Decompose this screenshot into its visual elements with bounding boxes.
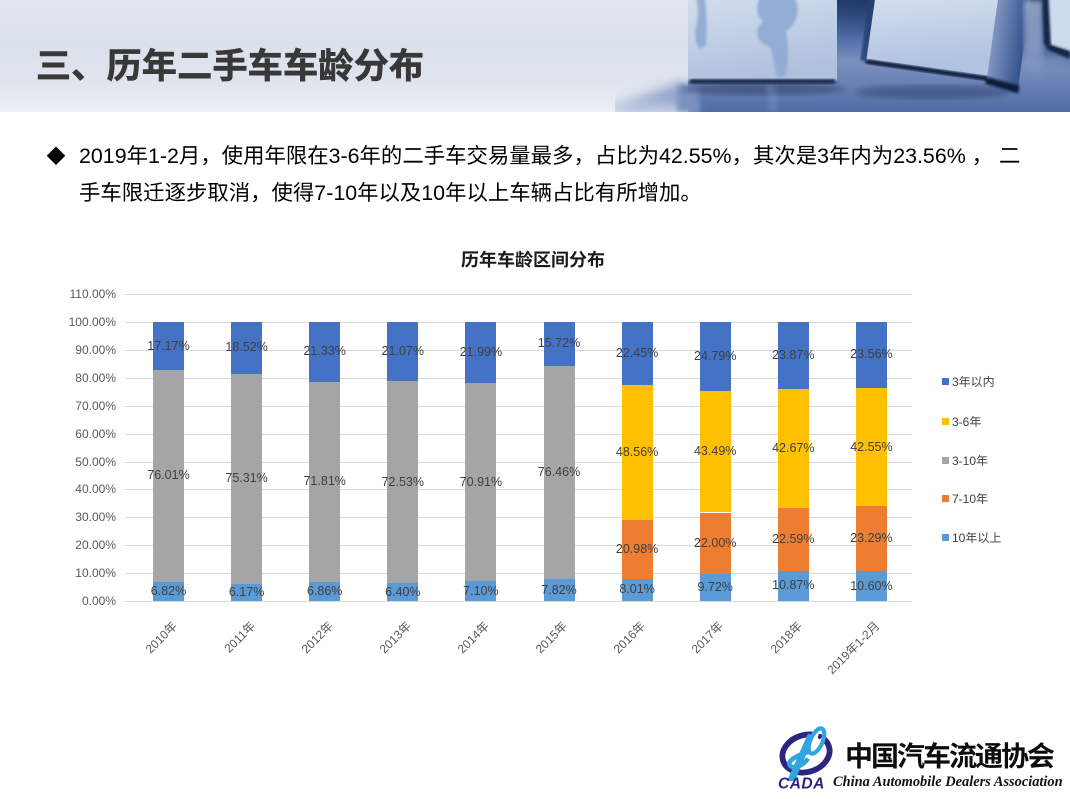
svg-text:CADA: CADA — [778, 776, 825, 793]
